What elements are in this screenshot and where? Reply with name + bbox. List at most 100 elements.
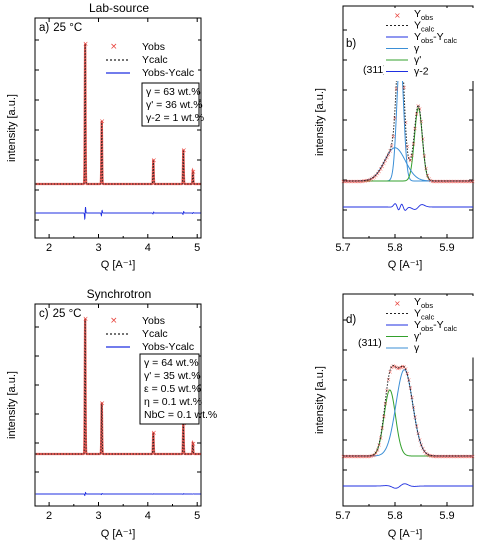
- observed-marker: ×: [374, 172, 379, 179]
- observed-marker: ×: [462, 179, 467, 186]
- observed-marker: ×: [458, 179, 463, 186]
- peak-marker: ×: [190, 168, 196, 176]
- observed-marker: ×: [459, 454, 464, 461]
- calc-curve: [35, 43, 201, 185]
- panel-c-legend: × Yobs Ycalc Yobs-Ycalc: [104, 310, 199, 354]
- observed-marker: ×: [458, 454, 463, 461]
- observed-marker: ×: [444, 454, 449, 461]
- observed-marker: ×: [367, 177, 372, 184]
- observed-marker: ×: [469, 179, 474, 186]
- observed-marker: ×: [459, 179, 464, 186]
- panel-c-title: Synchrotron: [87, 287, 152, 301]
- observed-marker: ×: [367, 453, 372, 460]
- observed-marker: ×: [450, 179, 455, 186]
- observed-marker: ×: [434, 453, 439, 460]
- observed-marker: ×: [442, 179, 447, 186]
- panel-a-xtick-label: 3: [95, 242, 101, 254]
- observed-marker: ×: [434, 178, 439, 185]
- observed-marker: ×: [342, 454, 347, 461]
- panel-a-title: Lab-source: [89, 1, 149, 15]
- observed-marker: ×: [360, 178, 365, 185]
- panel-d-plot: ××××××××××××××××××××××××××××××××××××××××…: [341, 363, 475, 489]
- observed-marker: ×: [377, 442, 382, 449]
- observed-marker: ×: [470, 454, 475, 461]
- observed-marker: ×: [439, 179, 444, 186]
- panel-a-legend: × Yobs Ycalc Yobs-Ycalc: [104, 36, 198, 80]
- panel-d-xtick-label: 5.9: [439, 510, 454, 522]
- observed-marker: ×: [394, 365, 399, 372]
- observed-marker: ×: [341, 179, 346, 186]
- observed-marker: ×: [464, 179, 469, 186]
- observed-marker: ×: [350, 178, 355, 185]
- observed-marker: ×: [450, 454, 455, 461]
- panel-c-ylabel: intensity [a.u.]: [6, 371, 18, 439]
- legend-label: γ: [414, 342, 420, 354]
- peak-marker: ×: [83, 40, 89, 48]
- legend-label: γ-2: [414, 66, 429, 78]
- observed-marker: ×: [342, 179, 347, 186]
- diff-curve: [343, 203, 473, 211]
- observed-marker: ×: [369, 453, 374, 460]
- observed-marker: ×: [352, 454, 357, 461]
- observed-marker: ×: [380, 425, 385, 432]
- diff-curve: [35, 491, 201, 497]
- phase-gamma2: γ-2 = 1 wt.%: [146, 112, 204, 124]
- legend-label: Yobs: [414, 296, 433, 310]
- calc-curve: [343, 24, 473, 182]
- observed-marker: ×: [405, 370, 410, 377]
- panel-c-ticks: [35, 304, 201, 506]
- observed-marker: ×: [345, 454, 350, 461]
- observed-marker: ×: [361, 454, 366, 461]
- observed-marker: ×: [438, 453, 443, 460]
- legend-label: γ': [414, 331, 421, 343]
- legend-label: γ: [414, 43, 420, 55]
- observed-marker: ×: [383, 400, 388, 407]
- observed-marker: ×: [358, 454, 363, 461]
- diff-curve: [35, 206, 201, 221]
- panel-c-frame: [34, 303, 202, 507]
- panel-c-xlabel: Q [A⁻¹]: [101, 528, 136, 540]
- observed-marker: ×: [366, 177, 371, 184]
- observed-marker: ×: [413, 126, 418, 133]
- observed-marker: ×: [431, 453, 436, 460]
- observed-marker: ×: [447, 454, 452, 461]
- panel-a-frame: [34, 17, 202, 239]
- peak-marker: ×: [151, 429, 157, 437]
- observed-marker: ×: [461, 454, 466, 461]
- peak-marker: ×: [181, 146, 187, 154]
- panel-b-xtick-label: 5.7: [335, 242, 350, 254]
- observed-marker: ×: [377, 169, 382, 176]
- observed-marker: ×: [422, 448, 427, 455]
- phase-gamma-prime: γ' = 36 wt.%: [146, 99, 203, 111]
- observed-marker: ×: [453, 454, 458, 461]
- observed-marker: ×: [356, 178, 361, 185]
- calc-curve: [35, 318, 201, 455]
- observed-marker: ×: [395, 365, 400, 372]
- observed-marker: ×: [353, 454, 358, 461]
- observed-marker: ×: [423, 450, 428, 457]
- panel-d-frame: [342, 293, 474, 507]
- observed-marker: ×: [436, 453, 441, 460]
- observed-marker: ×: [399, 364, 404, 371]
- observed-marker: ×: [439, 454, 444, 461]
- observed-marker: ×: [397, 365, 402, 372]
- observed-marker: ×: [444, 179, 449, 186]
- observed-marker: ×: [430, 453, 435, 460]
- observed-marker: ×: [370, 453, 375, 460]
- panel-c-label: c) 25 °C: [39, 308, 81, 320]
- phase-epsilon: ε = 0.5 wt.%: [144, 383, 201, 395]
- panel-c-xtick-label: 5: [194, 510, 200, 522]
- observed-marker: ×: [347, 454, 352, 461]
- panel-a-xtick-label: 2: [46, 242, 52, 254]
- phase-gamma-prime: γ' = 35 wt.%: [144, 370, 201, 382]
- panel-a-xtick-label: 4: [145, 242, 151, 254]
- legend-label: Yobs-Ycalc: [414, 319, 457, 333]
- observed-marker: ×: [389, 143, 394, 150]
- observed-marker: ×: [408, 158, 413, 165]
- observed-marker: ×: [366, 453, 371, 460]
- panel-a-phase-box: γ = 63 wt.% γ' = 36 wt.% γ-2 = 1 wt.%: [141, 82, 204, 127]
- peak-marker: ×: [190, 440, 196, 448]
- panel-b: 5.7 5.8 5.9 Q [A⁻¹] intensity [a.u.] b) …: [314, 5, 479, 271]
- legend-label: Ycalc: [414, 308, 435, 322]
- observed-marker: ×: [345, 179, 350, 186]
